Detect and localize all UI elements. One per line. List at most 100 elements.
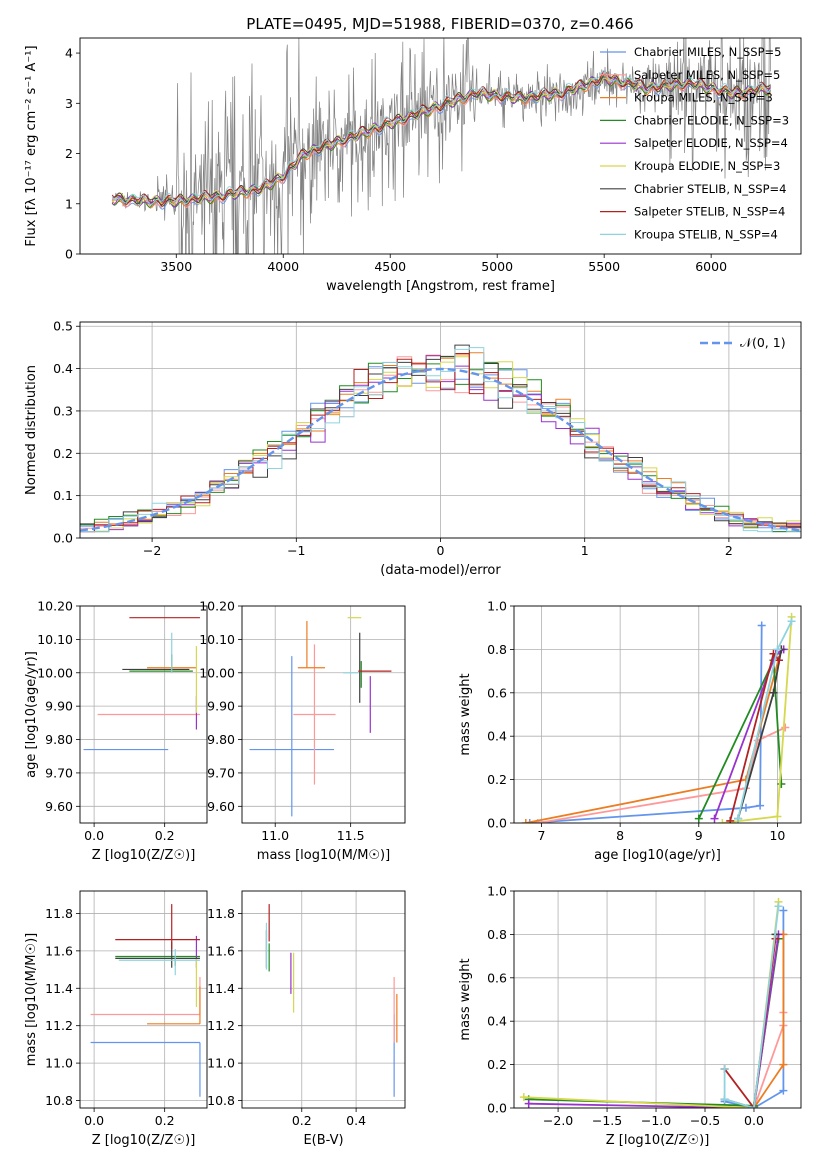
x-tick-label: 5000 xyxy=(481,259,513,274)
x-tick-label: 6000 xyxy=(695,259,727,274)
x-tick-label: −0.5 xyxy=(690,1113,720,1128)
y-tick-label: 11.0 xyxy=(207,1056,235,1071)
x-tick-label: 11.5 xyxy=(337,828,365,843)
x-tick-label: 3500 xyxy=(160,259,192,274)
axes-frame xyxy=(241,890,406,1109)
panel-mass-vs-Z: 0.0 0.2 10.8 11.0 11.2 11.4 11.6 11.8 Z [log10(Z… xyxy=(24,890,208,1148)
weight-line-4 xyxy=(528,938,780,1107)
y-tick-label: 10.20 xyxy=(199,599,235,614)
y-axis-label: mass [log10(M/M☉)] xyxy=(24,933,39,1066)
panel-age-vs-Z: 0.0 0.2 9.60 9.70 9.80 9.90 10.00 10.10 10.20 Z [… xyxy=(24,599,208,863)
y-tick-label: 0.3 xyxy=(53,403,73,418)
weight-marker xyxy=(779,906,788,915)
legend-label: Chabrier STELIB, N_SSP=4 xyxy=(634,182,786,196)
y-tick-label: 11.4 xyxy=(45,981,73,996)
y-tick-label: 0.4 xyxy=(487,1014,507,1029)
figure-title: PLATE=0495, MJD=51988, FIBERID=0370, z=0… xyxy=(246,15,633,33)
y-tick-label: 0.0 xyxy=(53,531,73,546)
axes-frame xyxy=(513,890,802,1109)
y-tick-label: 9.60 xyxy=(45,799,73,814)
weight-marker xyxy=(694,814,703,823)
weight-marker xyxy=(741,803,750,812)
y-tick-label: 11.2 xyxy=(207,1018,235,1033)
x-tick-label: 0.0 xyxy=(84,828,104,843)
y-tick-label: 10.8 xyxy=(207,1093,235,1108)
y-tick-label: 11.4 xyxy=(207,981,235,996)
panel-weights-vs-age: 7 8 9 10 0.0 0.2 0.4 0.6 0.8 1.0 age [log10(age/yr… xyxy=(458,599,802,863)
x-tick-label: 4500 xyxy=(374,259,406,274)
legend-label: Kroupa ELODIE, N_SSP=3 xyxy=(634,159,780,173)
y-tick-label: 0.8 xyxy=(487,927,507,942)
x-axis-label: wavelength [Angstrom, rest frame] xyxy=(326,279,555,294)
y-axis-label: mass weight xyxy=(458,673,473,755)
weight-line-2 xyxy=(537,726,786,823)
x-tick-label: 10 xyxy=(769,828,785,843)
y-tick-label: 9.60 xyxy=(207,799,235,814)
y-tick-label: 10.10 xyxy=(37,632,73,647)
y-tick-label: 4 xyxy=(65,46,73,61)
x-tick-label: 11.0 xyxy=(261,828,289,843)
x-tick-label: 0 xyxy=(437,543,445,558)
weight-marker xyxy=(720,1095,729,1104)
weight-marker xyxy=(781,723,790,732)
weight-marker xyxy=(521,819,530,823)
weight-marker xyxy=(774,902,783,911)
x-axis-label: (data-model)/error xyxy=(380,563,501,578)
weight-marker xyxy=(757,621,766,630)
panel-weights-vs-Z: −2.0 −1.5 −1.0 −0.5 0.0 0.0 0.2 0.4 0.6 0.8 1.0 Z [… xyxy=(458,884,802,1148)
y-axis-label: mass weight xyxy=(458,958,473,1040)
y-axis-label: age [log10(age/yr)] xyxy=(24,651,39,778)
y-tick-label: 10.8 xyxy=(45,1093,73,1108)
y-tick-label: 0.2 xyxy=(487,1057,507,1072)
y-tick-label: 2 xyxy=(65,146,73,161)
weight-marker xyxy=(734,814,743,823)
weight-marker xyxy=(773,645,782,654)
x-tick-label: 1 xyxy=(581,543,589,558)
weight-line-9 xyxy=(723,906,780,1108)
x-axis-label: mass [log10(M/M☉)] xyxy=(257,848,390,863)
weight-marker xyxy=(519,1093,528,1102)
plot-area-mass-vs-EBV xyxy=(265,904,398,1097)
axes-frame xyxy=(513,605,802,824)
x-tick-label: 8 xyxy=(616,828,624,843)
y-tick-label: 10.10 xyxy=(199,632,235,647)
y-axis-label: Normed distribution xyxy=(24,365,39,495)
legend-label: Kroupa STELIB, N_SSP=4 xyxy=(634,227,778,241)
y-tick-label: 10.00 xyxy=(37,665,73,680)
x-tick-label: 2 xyxy=(725,543,733,558)
y-tick-label: 9.90 xyxy=(45,699,73,714)
x-tick-label: 0.4 xyxy=(346,1113,366,1128)
x-tick-label: 0.2 xyxy=(292,1113,312,1128)
x-tick-label: 9 xyxy=(695,828,703,843)
normal-reference-curve xyxy=(80,367,801,532)
observed-spectrum-line xyxy=(111,38,771,254)
model-line-1 xyxy=(111,75,771,210)
plot-area-age-vs-mass xyxy=(249,617,392,817)
weight-marker xyxy=(787,617,796,626)
x-axis-label: Z [log10(Z/Z☉)] xyxy=(92,1133,196,1148)
weight-marker xyxy=(726,816,735,823)
plot-area-weights-vs-age xyxy=(521,612,796,823)
x-tick-label: −1.0 xyxy=(641,1113,671,1128)
panel-age-vs-mass: 11.0 11.5 9.60 9.70 9.80 9.90 10.00 10.10 10.20 m… xyxy=(199,599,406,863)
y-tick-label: 11.8 xyxy=(45,906,73,921)
legend-label: Salpeter ELODIE, N_SSP=4 xyxy=(634,136,788,150)
y-tick-label: 9.70 xyxy=(207,765,235,780)
y-tick-label: 9.70 xyxy=(45,765,73,780)
axes-frame xyxy=(79,321,802,539)
y-tick-label: 0.6 xyxy=(487,970,507,985)
y-tick-label: 0.0 xyxy=(487,1101,507,1116)
x-tick-label: 4000 xyxy=(267,259,299,274)
y-tick-label: 0.8 xyxy=(487,642,507,657)
y-tick-label: 0.2 xyxy=(487,772,507,787)
axes-frame xyxy=(79,37,802,255)
panel-mass-vs-EBV: 0.2 0.4 10.8 11.0 11.2 11.4 11.6 11.8 E(B-V) xyxy=(207,890,406,1148)
model-line-6 xyxy=(112,74,771,207)
y-tick-label: 11.8 xyxy=(207,906,235,921)
y-tick-label: 0.5 xyxy=(53,319,73,334)
legend-label: Chabrier MILES, N_SSP=5 xyxy=(634,45,781,59)
plot-area-mass-vs-Z xyxy=(90,904,201,1097)
plot-area-weights-vs-Z xyxy=(519,897,788,1108)
model-line-9 xyxy=(111,70,771,206)
